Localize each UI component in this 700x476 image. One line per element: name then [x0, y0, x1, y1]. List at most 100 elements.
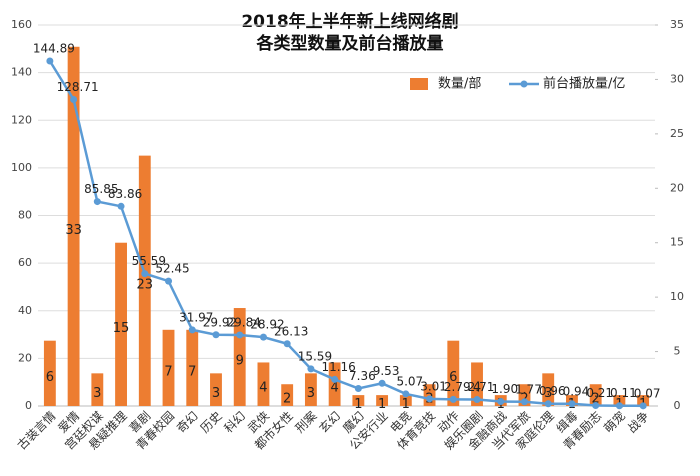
- line-point: [544, 400, 552, 408]
- line-point: [354, 384, 362, 392]
- legend-label: 前台播放量/亿: [543, 76, 625, 92]
- x-tick-label: 历史: [198, 409, 225, 436]
- bar: [637, 395, 650, 406]
- bar-label: 6: [46, 370, 54, 385]
- bar: [304, 373, 317, 406]
- bar: [423, 384, 436, 406]
- line-point: [331, 375, 339, 383]
- chart-subtitle: 各类型数量及前台播放量: [256, 33, 444, 54]
- y-tick-label: 140: [11, 66, 32, 79]
- line-label: 0.07: [634, 386, 661, 400]
- bar: [542, 373, 555, 406]
- y2-tick-label: 15: [670, 236, 684, 249]
- line-label: 2.71: [468, 380, 495, 394]
- y-tick-label: 40: [18, 304, 32, 317]
- line-label: 2.79: [444, 380, 471, 394]
- line-point: [449, 395, 457, 403]
- line-point: [141, 270, 149, 278]
- line-point: [520, 398, 528, 406]
- bar: [352, 395, 365, 406]
- line-point: [568, 400, 576, 408]
- bar: [471, 362, 483, 406]
- y2-tick-label: 20: [670, 181, 684, 194]
- y-tick-label: 20: [18, 351, 32, 364]
- x-tick-label: 奇幻: [174, 409, 201, 436]
- bar: [210, 373, 222, 406]
- y-tick-label: 120: [11, 113, 32, 126]
- x-tick-label: 战争: [625, 409, 652, 436]
- bar-label: 6: [449, 370, 457, 385]
- bar-label: 2: [283, 392, 291, 407]
- line-label: 128.71: [57, 80, 99, 94]
- bar-label: 33: [65, 223, 82, 238]
- line-point: [592, 401, 600, 409]
- bar-label: 7: [188, 364, 196, 379]
- line-point: [497, 397, 505, 405]
- bar: [186, 329, 199, 406]
- legend-swatch: [520, 80, 528, 88]
- line-label: 55.59: [132, 254, 166, 268]
- bar-label: 1: [378, 397, 386, 412]
- chart-title: 2018年上半年新上线网络剧: [241, 11, 458, 32]
- bar: [447, 340, 460, 406]
- bar: [589, 384, 602, 406]
- line: [48, 60, 644, 408]
- bar-label: 1: [402, 397, 410, 412]
- line-point: [473, 396, 481, 404]
- bar-label: 4: [473, 381, 481, 396]
- line-label: 15.59: [298, 349, 332, 363]
- line-label: 0.21: [586, 386, 613, 400]
- line-point: [426, 395, 434, 403]
- line-label: 85.85: [84, 182, 118, 196]
- y-tick-label: 80: [18, 209, 32, 222]
- bar-label: 3: [307, 386, 315, 401]
- bar: [613, 395, 626, 406]
- line-label: 0.11: [610, 386, 637, 400]
- line-point: [188, 326, 196, 334]
- line-point: [283, 340, 291, 348]
- line-point: [93, 198, 101, 206]
- y2-tick-label: 10: [670, 290, 684, 303]
- line-point: [259, 333, 267, 341]
- y-tick-label: 60: [18, 256, 32, 269]
- line-label: 144.89: [33, 41, 75, 55]
- y2-tick-label: 25: [670, 127, 684, 140]
- bar-label: 3: [93, 386, 101, 401]
- line-point: [236, 331, 244, 339]
- bar: [115, 242, 127, 406]
- line-label: 52.45: [155, 262, 189, 276]
- x-tick-label: 古装言情: [14, 408, 59, 453]
- line-point: [378, 379, 386, 387]
- line-point: [46, 57, 54, 65]
- bar: [281, 384, 294, 406]
- y-tick-label: 100: [11, 161, 32, 174]
- bar: [162, 329, 175, 406]
- bar: [233, 308, 246, 406]
- line-label: 0.94: [563, 384, 590, 398]
- line-point: [639, 402, 647, 410]
- legend-swatch: [410, 78, 428, 90]
- y2-tick-label: 5: [674, 345, 681, 358]
- y-tick-label: 0: [25, 399, 32, 412]
- line-point: [615, 402, 623, 410]
- line-label: 0.96: [539, 384, 566, 398]
- bar: [43, 340, 56, 406]
- line-label: 9.53: [373, 364, 400, 378]
- line-label: 1.77: [515, 382, 542, 396]
- x-tick-label: 刑案: [292, 408, 320, 436]
- bar-label: 4: [259, 381, 267, 396]
- line-label: 28.92: [250, 318, 284, 332]
- bar-label: 3: [212, 386, 220, 401]
- line-point: [70, 96, 78, 104]
- line-point: [307, 365, 315, 373]
- line-label: 7.36: [349, 369, 376, 383]
- x-tick-label: 萌宠: [600, 408, 628, 436]
- line-label: 31.97: [179, 310, 213, 324]
- line-point: [212, 331, 220, 339]
- line-point: [165, 277, 173, 285]
- bar: [376, 395, 389, 406]
- bar: [518, 384, 531, 406]
- bar-label: 9: [236, 354, 244, 369]
- x-tick-label: 科幻: [221, 409, 248, 436]
- line-label: 29.84: [227, 315, 261, 329]
